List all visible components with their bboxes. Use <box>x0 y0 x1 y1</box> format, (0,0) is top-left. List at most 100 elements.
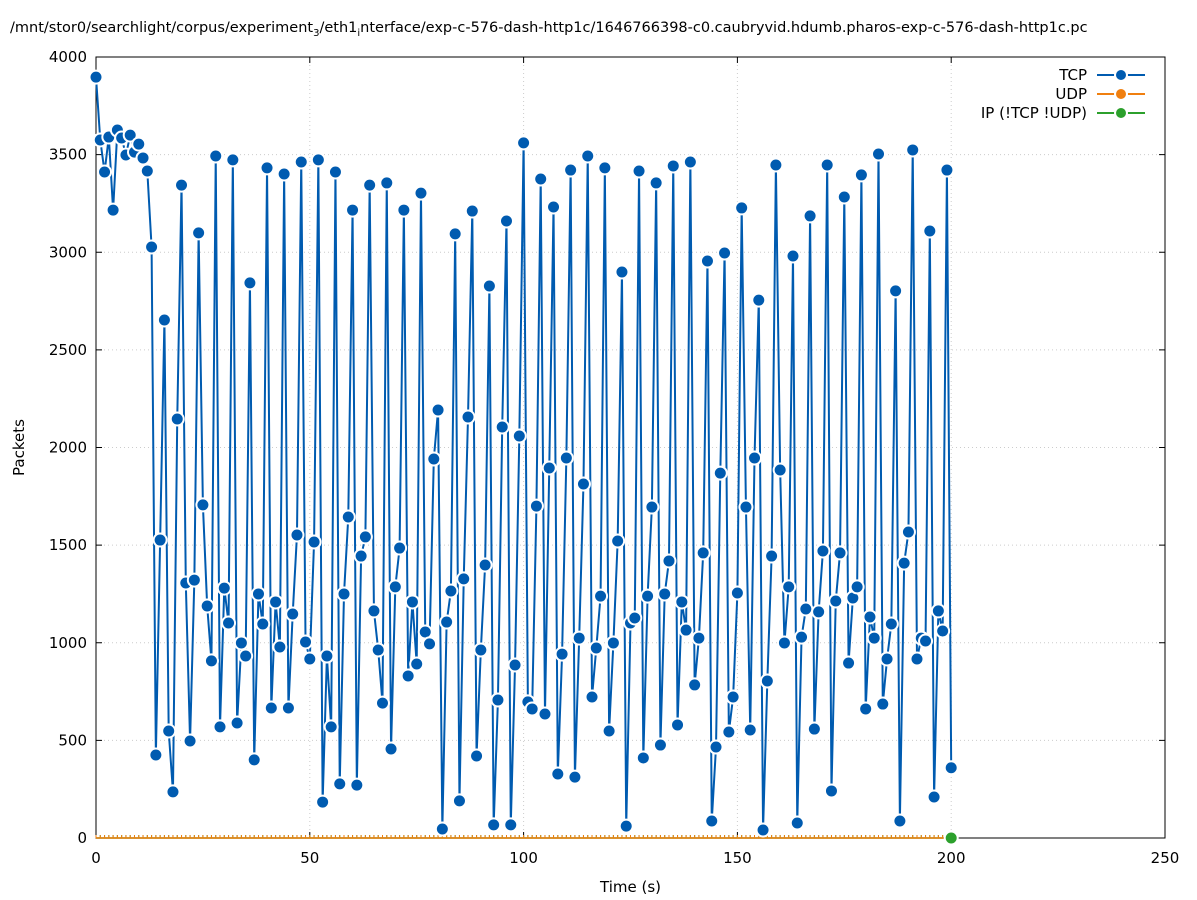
tcp-data-point <box>413 185 429 201</box>
tcp-data-point <box>477 557 493 573</box>
tcp-data-point <box>439 614 455 630</box>
tcp-data-point <box>105 202 121 218</box>
tcp-data-point <box>447 226 463 242</box>
tcp-data-point <box>524 701 540 717</box>
tcp-data-point <box>238 648 254 664</box>
y-tick-label: 4000 <box>49 48 87 66</box>
tcp-data-point <box>481 278 497 294</box>
tcp-data-point <box>918 633 934 649</box>
tcp-data-point <box>943 760 959 776</box>
y-tick-label: 2500 <box>49 341 87 359</box>
tcp-data-point <box>597 160 613 176</box>
tcp-data-point <box>858 701 874 717</box>
tcp-data-point <box>729 585 745 601</box>
tcp-data-point <box>268 594 284 610</box>
tcp-data-point <box>379 175 395 191</box>
tcp-data-point <box>460 409 476 425</box>
tcp-data-point <box>285 606 301 622</box>
legend-marker <box>1114 106 1128 120</box>
tcp-data-point <box>293 154 309 170</box>
tcp-data-point <box>614 264 630 280</box>
tcp-data-point <box>443 583 459 599</box>
tcp-data-point <box>841 655 857 671</box>
tcp-data-point <box>691 630 707 646</box>
tcp-data-point <box>374 695 390 711</box>
tcp-data-point <box>644 499 660 515</box>
tcp-data-point <box>674 594 690 610</box>
tcp-data-point <box>661 553 677 569</box>
tcp-data-point <box>695 545 711 561</box>
tcp-data-point <box>276 166 292 182</box>
tcp-data-point <box>464 203 480 219</box>
y-tick-label: 2000 <box>49 439 87 457</box>
x-tick-label: 150 <box>723 849 752 867</box>
tcp-data-point <box>503 817 519 833</box>
tcp-data-point <box>494 419 510 435</box>
title-part: /eth1 <box>319 20 358 36</box>
tcp-data-point <box>353 548 369 564</box>
tcp-data-point <box>97 164 113 180</box>
tcp-data-point <box>819 157 835 173</box>
tcp-data-point <box>400 668 416 684</box>
legend-label: IP (!TCP !UDP) <box>981 104 1087 122</box>
tcp-data-point <box>935 623 951 639</box>
tcp-data-point <box>905 142 921 158</box>
legend-marker <box>1114 68 1128 82</box>
tcp-data-point <box>135 150 151 166</box>
tcp-data-point <box>250 586 266 602</box>
x-axis-label: Time (s) <box>599 878 661 896</box>
tcp-data-point <box>665 158 681 174</box>
tcp-data-point <box>747 450 763 466</box>
tcp-data-point <box>174 177 190 193</box>
tcp-data-point <box>610 533 626 549</box>
tcp-data-point <box>208 148 224 164</box>
tcp-data-point <box>409 656 425 672</box>
legend-label: UDP <box>1055 85 1087 103</box>
tcp-data-point <box>759 673 775 689</box>
tcp-data-point <box>815 543 831 559</box>
tcp-data-point <box>871 146 887 162</box>
y-axis-label: Packets <box>10 419 28 476</box>
tcp-data-point <box>721 724 737 740</box>
tcp-data-point <box>191 225 207 241</box>
tcp-data-point <box>469 748 485 764</box>
tcp-data-point <box>755 822 771 838</box>
tcp-data-point <box>430 402 446 418</box>
tcp-data-point <box>575 476 591 492</box>
title-part: nterface/exp-c-576-dash-http1c/164676639… <box>360 20 1088 36</box>
y-tick-label: 0 <box>77 829 87 847</box>
tcp-data-point <box>909 651 925 667</box>
tcp-data-point <box>712 465 728 481</box>
tcp-data-point <box>366 603 382 619</box>
tcp-data-point <box>332 776 348 792</box>
tcp-data-point <box>567 769 583 785</box>
tcp-data-point <box>392 540 408 556</box>
tcp-data-point <box>930 603 946 619</box>
tcp-data-point <box>896 555 912 571</box>
tcp-data-point <box>687 677 703 693</box>
tcp-data-point <box>764 548 780 564</box>
tcp-data-point <box>640 588 656 604</box>
tcp-data-point <box>383 741 399 757</box>
y-tick-label: 3000 <box>49 243 87 261</box>
tcp-data-point <box>327 164 343 180</box>
tcp-data-point <box>336 586 352 602</box>
legend-label: TCP <box>1058 66 1087 84</box>
tcp-data-point <box>601 723 617 739</box>
tcp-data-point <box>811 604 827 620</box>
tcp-data-point <box>233 635 249 651</box>
tcp-data-point <box>387 579 403 595</box>
tcp-data-point <box>670 717 686 733</box>
tcp-data-point <box>186 572 202 588</box>
tcp-data-point <box>225 152 241 168</box>
tcp-data-point <box>892 813 908 829</box>
tcp-data-point <box>511 428 527 444</box>
tcp-data-point <box>648 175 664 191</box>
tcp-data-point <box>563 162 579 178</box>
tcp-data-point <box>195 497 211 513</box>
tcp-data-point <box>216 580 232 596</box>
tcp-data-point <box>486 817 502 833</box>
tcp-data-point <box>618 818 634 834</box>
tcp-data-point <box>302 651 318 667</box>
tcp-data-point <box>323 719 339 735</box>
